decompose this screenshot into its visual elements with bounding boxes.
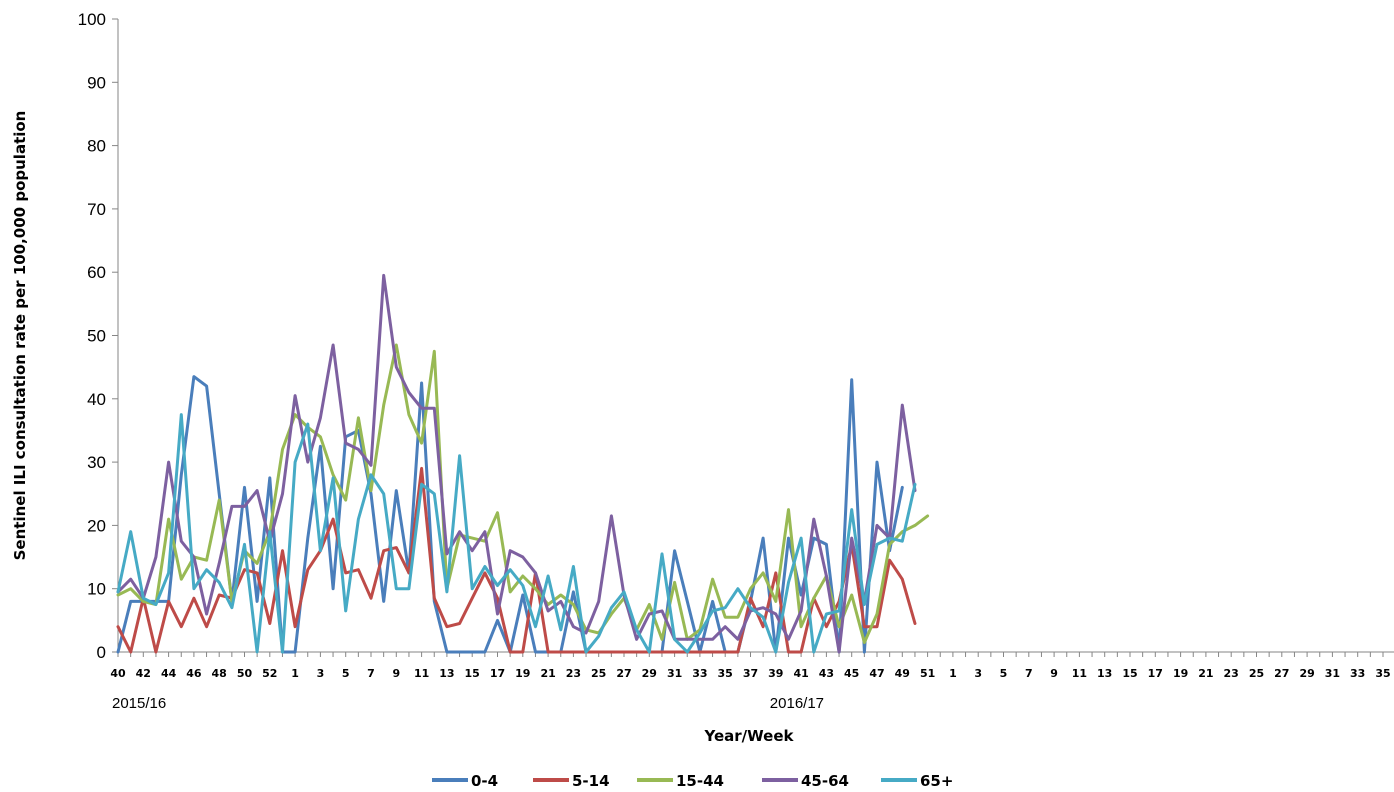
y-tick-label: 60	[87, 263, 106, 282]
legend-label: 15-44	[676, 772, 724, 790]
y-axis: 0 10 20 30 40 50 60 70 80 90 100	[78, 10, 119, 662]
legend: 0-4 5-14 15-44 45-64 65+	[432, 772, 953, 790]
x-tick-label: 51	[920, 667, 935, 680]
x-tick-label: 23	[1224, 667, 1239, 680]
x-tick-label: 48	[212, 667, 227, 680]
x-tick-label: 40	[110, 667, 126, 680]
x-tick-label: 15	[1122, 667, 1137, 680]
x-tick-label: 5	[342, 667, 350, 680]
season-label: 2016/17	[770, 695, 824, 712]
x-tick-label: 3	[974, 667, 982, 680]
x-tick-label: 31	[1325, 667, 1340, 680]
x-tick-label: 29	[642, 667, 657, 680]
x-tick-label: 41	[793, 667, 808, 680]
y-tick-label: 100	[78, 10, 106, 29]
x-tick-label: 49	[895, 667, 910, 680]
y-tick-label: 0	[97, 643, 106, 662]
x-tick-label: 39	[768, 667, 783, 680]
x-tick-label: 7	[1025, 667, 1033, 680]
x-tick-label: 19	[1173, 667, 1188, 680]
y-tick-label: 90	[87, 73, 106, 92]
x-tick-label: 21	[1198, 667, 1213, 680]
legend-label: 5-14	[572, 772, 610, 790]
x-tick-label: 15	[465, 667, 480, 680]
x-tick-label: 11	[1072, 667, 1087, 680]
season-label: 2015/16	[112, 695, 166, 712]
y-tick-label: 20	[87, 516, 106, 535]
x-tick-label: 19	[515, 667, 530, 680]
x-tick-label: 27	[1274, 667, 1289, 680]
x-tick-label: 31	[667, 667, 682, 680]
x-tick-label: 23	[566, 667, 581, 680]
x-tick-label: 1	[291, 667, 299, 680]
x-axis-title: Year/Week	[704, 727, 795, 745]
x-tick-label: 35	[1375, 667, 1390, 680]
x-tick-label: 11	[414, 667, 429, 680]
x-tick-label: 37	[743, 667, 758, 680]
y-tick-label: 80	[87, 137, 106, 156]
x-tick-label: 13	[439, 667, 454, 680]
legend-label: 65+	[920, 772, 953, 790]
y-tick-label: 30	[87, 453, 106, 472]
x-tick-label: 9	[1050, 667, 1058, 680]
series-layer	[116, 273, 930, 654]
legend-label: 0-4	[471, 772, 498, 790]
x-tick-label: 52	[262, 667, 277, 680]
y-tick-label: 10	[87, 580, 106, 599]
x-tick-label: 33	[1350, 667, 1365, 680]
series-line-15-44	[116, 343, 930, 644]
x-tick-label: 3	[317, 667, 325, 680]
x-tick-label: 33	[692, 667, 707, 680]
x-tick-label: 35	[718, 667, 733, 680]
y-axis-title: Sentinel ILI consultation rate per 100,0…	[11, 111, 29, 561]
x-tick-label: 13	[1097, 667, 1112, 680]
x-tick-label: 7	[367, 667, 375, 680]
x-tick-label: 27	[616, 667, 631, 680]
x-tick-label: 9	[392, 667, 400, 680]
x-tick-label: 47	[869, 667, 884, 680]
x-tick-label: 5	[1000, 667, 1008, 680]
x-tick-label: 25	[591, 667, 606, 680]
x-tick-label: 43	[819, 667, 834, 680]
x-axis: 40 42 44 46 48 50 52 1 3 5 7 9 11 13 15 17 19 21 23 25 27 29 3…	[110, 651, 1394, 680]
x-tick-label: 29	[1299, 667, 1314, 680]
x-tick-label: 1	[949, 667, 957, 680]
x-tick-label: 17	[490, 667, 505, 680]
y-tick-label: 40	[87, 390, 106, 409]
y-tick-label: 70	[87, 200, 106, 219]
x-tick-label: 50	[237, 667, 253, 680]
x-tick-label: 46	[186, 667, 202, 680]
legend-label: 45-64	[801, 772, 849, 790]
series-line-45-64	[116, 273, 917, 654]
series-line-65+	[116, 413, 917, 654]
x-tick-label: 21	[540, 667, 555, 680]
x-tick-label: 17	[1148, 667, 1163, 680]
x-tick-label: 25	[1249, 667, 1264, 680]
season-labels: 2015/16 2016/17	[112, 695, 824, 712]
x-tick-label: 42	[136, 667, 151, 680]
x-tick-label: 45	[844, 667, 859, 680]
y-tick-label: 50	[87, 327, 106, 346]
x-tick-label: 44	[161, 667, 177, 680]
